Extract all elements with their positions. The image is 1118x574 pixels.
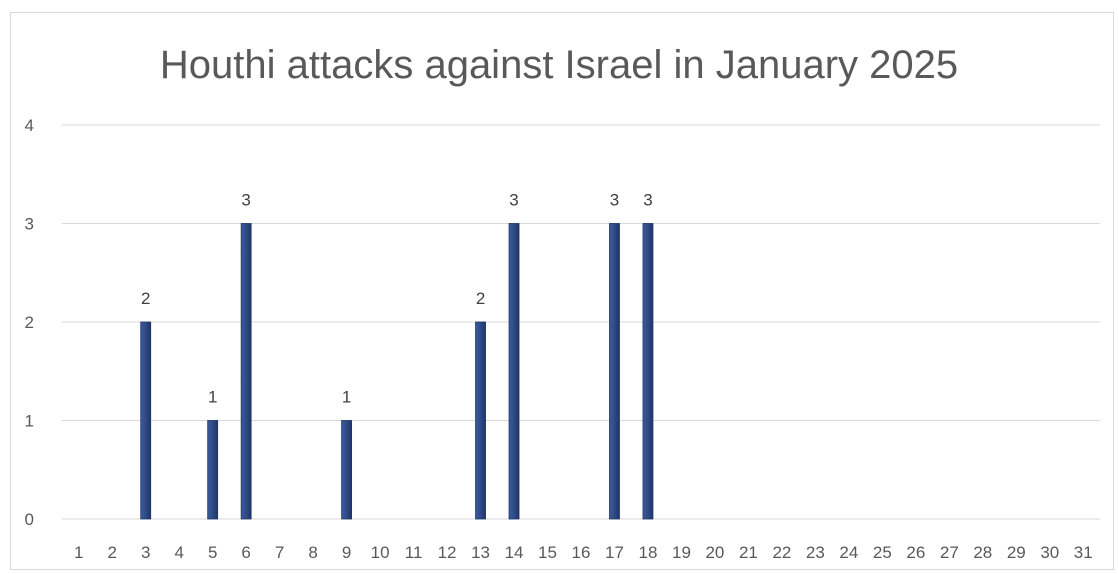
x-tick-label: 16 — [572, 543, 591, 562]
x-tick-label: 21 — [739, 543, 758, 562]
bar — [475, 321, 486, 520]
x-tick-label: 7 — [275, 543, 284, 562]
x-tick-label: 23 — [806, 543, 825, 562]
y-tick-label: 2 — [25, 313, 34, 332]
x-tick-label: 26 — [906, 543, 925, 562]
x-tick-label: 8 — [308, 543, 317, 562]
data-label: 3 — [643, 191, 652, 210]
data-labels: 2 1 3 1 2 3 3 3 — [141, 191, 653, 407]
y-tick-label: 3 — [25, 215, 34, 234]
x-tick-label: 28 — [973, 543, 992, 562]
x-tick-label: 30 — [1040, 543, 1059, 562]
data-label: 3 — [241, 191, 250, 210]
y-tick-label: 4 — [25, 116, 34, 135]
y-tick-label: 1 — [25, 412, 34, 431]
x-tick-label: 13 — [471, 543, 490, 562]
bar — [207, 420, 219, 520]
x-tick-label: 6 — [241, 543, 250, 562]
x-tick-label: 17 — [605, 543, 624, 562]
y-axis-ticks: 0 1 2 3 4 — [25, 116, 34, 529]
bar — [240, 223, 252, 520]
data-label: 2 — [141, 289, 150, 308]
x-tick-label: 15 — [538, 543, 557, 562]
bar — [609, 223, 620, 520]
x-tick-label: 2 — [107, 543, 116, 562]
bar — [140, 321, 152, 520]
x-tick-label: 4 — [174, 543, 183, 562]
x-tick-label: 5 — [208, 543, 217, 562]
data-label: 3 — [509, 191, 518, 210]
x-tick-label: 19 — [672, 543, 691, 562]
x-tick-label: 14 — [505, 543, 524, 562]
data-label: 2 — [476, 289, 485, 308]
bar — [508, 223, 520, 520]
x-tick-label: 9 — [342, 543, 351, 562]
y-tick-label: 0 — [25, 510, 34, 529]
x-tick-label: 12 — [438, 543, 457, 562]
chart-frame — [10, 12, 1114, 570]
data-label: 1 — [342, 388, 351, 407]
data-label: 1 — [208, 388, 217, 407]
x-tick-label: 27 — [940, 543, 959, 562]
bar — [341, 420, 353, 520]
x-tick-label: 25 — [873, 543, 892, 562]
x-tick-label: 24 — [839, 543, 858, 562]
x-tick-label: 31 — [1074, 543, 1093, 562]
x-tick-label: 20 — [705, 543, 724, 562]
x-tick-label: 18 — [639, 543, 658, 562]
gridlines — [62, 124, 1100, 520]
x-axis-ticks: 1 2 3 4 5 6 7 8 9 10 11 12 13 14 15 16 17 18 19 20 21 22 23 24 2… — [74, 543, 1093, 562]
x-tick-label: 29 — [1007, 543, 1026, 562]
x-tick-label: 11 — [405, 543, 423, 562]
bar — [642, 223, 654, 520]
x-tick-label: 1 — [74, 543, 83, 562]
x-tick-label: 3 — [141, 543, 150, 562]
bars — [140, 223, 654, 520]
x-tick-label: 22 — [772, 543, 791, 562]
chart-title: Houthi attacks against Israel in January… — [159, 43, 959, 87]
data-label: 3 — [610, 191, 619, 210]
x-tick-label: 10 — [371, 543, 390, 562]
